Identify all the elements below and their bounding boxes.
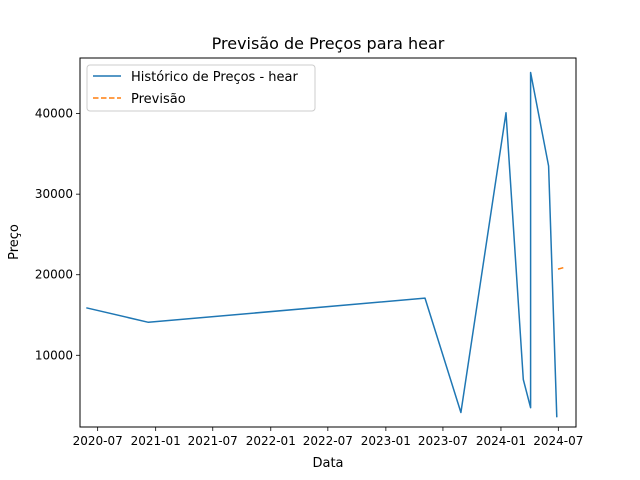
- legend-box: [86, 64, 316, 112]
- legend-label-1: Histórico de Preços - hear: [131, 70, 298, 85]
- plot-layer: [86, 71, 565, 418]
- x-tick-label: 2020-07: [73, 434, 123, 448]
- series-line-2: [557, 266, 565, 270]
- y-tick-label: 40000: [35, 107, 73, 121]
- x-axis-label: Data: [312, 456, 343, 471]
- x-tick-label: 2022-01: [246, 434, 296, 448]
- legend-label-2: Previsão: [131, 92, 186, 107]
- x-tick-label: 2024-07: [533, 434, 583, 448]
- x-tick-label: 2023-01: [361, 434, 411, 448]
- x-tick-label: 2024-01: [476, 434, 526, 448]
- y-tick-label: 10000: [35, 348, 73, 362]
- y-axis-label: Preço: [7, 224, 22, 260]
- legend: Histórico de Preços - hear Previsão: [86, 64, 316, 112]
- x-tick-label: 2021-01: [131, 434, 181, 448]
- x-tick-label: 2023-07: [418, 434, 468, 448]
- series-line-1: [86, 71, 558, 418]
- y-axis: 10000 20000 30000 40000: [35, 107, 80, 362]
- x-axis: 2020-07 2021-01 2021-07 2022-01 2022-07 2023-…: [73, 427, 583, 448]
- x-tick-label: 2021-07: [188, 434, 238, 448]
- y-tick-label: 20000: [35, 268, 73, 282]
- x-tick-label: 2022-07: [303, 434, 353, 448]
- chart-title: Previsão de Preços para hear: [212, 34, 445, 53]
- y-tick-label: 30000: [35, 187, 73, 201]
